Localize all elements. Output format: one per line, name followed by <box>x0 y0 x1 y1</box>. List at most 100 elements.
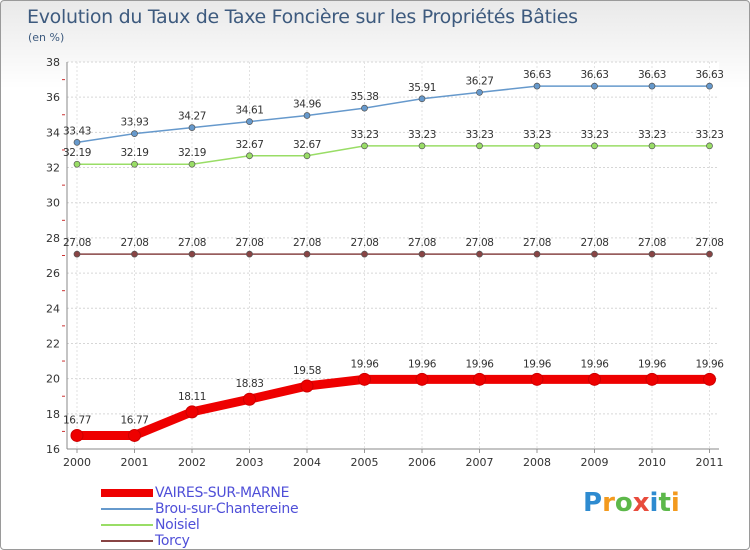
data-point-vaires-sur-marne <box>70 428 84 442</box>
data-point-noisiel <box>73 160 81 168</box>
x-tick-label: 2009 <box>581 456 609 469</box>
data-point-brou-sur-chantereine <box>188 124 196 131</box>
y-tick-label: 30 <box>46 197 60 210</box>
data-point-noisiel <box>648 142 656 150</box>
chart-title: Evolution du Taux de Taxe Foncière sur l… <box>27 6 578 28</box>
data-point-brou-sur-chantereine <box>131 130 138 137</box>
legend-item-vaires-sur-marne: VAIRES-SUR-MARNE <box>101 485 381 501</box>
series-line-noisiel <box>76 145 711 165</box>
data-label-brou-sur-chantereine: 34.27 <box>178 111 206 123</box>
data-label-noisiel: 33.23 <box>695 129 723 141</box>
legend-item-noisiel: Noisiel <box>101 517 381 533</box>
data-point-brou-sur-chantereine <box>533 82 541 90</box>
data-label-brou-sur-chantereine: 34.96 <box>293 98 322 110</box>
logo-letter: r <box>602 488 615 518</box>
data-point-torcy <box>303 250 311 258</box>
data-point-vaires-sur-marne <box>358 372 371 386</box>
data-label-vaires-sur-marne: 19.96 <box>638 358 667 370</box>
data-label-vaires-sur-marne: 19.96 <box>465 358 494 370</box>
legend-item-brou-sur-chantereine: Brou-sur-Chantereine <box>101 501 381 517</box>
data-point-torcy <box>73 250 81 258</box>
data-point-vaires-sur-marne <box>300 379 314 393</box>
data-point-torcy <box>131 250 138 258</box>
x-tick-label: 2007 <box>466 456 494 469</box>
proxiti-logo: Proxiti <box>583 488 680 518</box>
x-tick-label: 2011 <box>696 456 724 469</box>
x-tick-label: 2008 <box>523 456 551 469</box>
data-label-brou-sur-chantereine: 35.91 <box>408 82 436 94</box>
data-label-noisiel: 32.67 <box>293 139 321 151</box>
data-point-brou-sur-chantereine <box>591 82 598 90</box>
x-tick-label: 2006 <box>408 456 436 469</box>
data-point-brou-sur-chantereine <box>73 139 81 146</box>
data-label-noisiel: 33.23 <box>465 129 493 141</box>
data-label-vaires-sur-marne: 19.96 <box>695 358 724 370</box>
logo-letter: x <box>632 488 650 518</box>
data-label-vaires-sur-marne: 19.96 <box>580 358 609 370</box>
data-point-vaires-sur-marne <box>645 372 659 386</box>
data-label-noisiel: 32.19 <box>63 147 91 159</box>
logo-letter: i <box>670 488 680 518</box>
y-tick-label: 28 <box>46 232 60 245</box>
data-label-torcy: 27.08 <box>235 237 263 249</box>
data-label-vaires-sur-marne: 19.58 <box>293 365 321 377</box>
data-label-noisiel: 33.23 <box>523 129 551 141</box>
data-point-noisiel <box>706 142 713 150</box>
data-point-torcy <box>533 250 541 258</box>
plot-background <box>67 62 719 449</box>
data-label-torcy: 27.08 <box>523 237 551 249</box>
data-label-brou-sur-chantereine: 36.63 <box>695 69 723 81</box>
logo-letter: i <box>649 488 659 518</box>
data-point-brou-sur-chantereine <box>706 82 713 90</box>
y-tick-label: 24 <box>46 302 60 315</box>
x-tick-label: 2001 <box>121 456 149 469</box>
x-tick-label: 2000 <box>63 456 91 469</box>
data-point-torcy <box>246 250 253 258</box>
y-tick-label: 20 <box>46 373 60 386</box>
data-point-vaires-sur-marne <box>530 372 544 386</box>
data-label-torcy: 27.08 <box>63 237 91 249</box>
legend-swatch-vaires-sur-marne <box>101 489 153 497</box>
data-point-vaires-sur-marne <box>128 428 141 442</box>
data-label-torcy: 27.08 <box>465 237 493 249</box>
data-point-noisiel <box>533 142 541 150</box>
y-tick-label: 36 <box>46 91 60 104</box>
data-point-noisiel <box>303 152 311 160</box>
data-label-noisiel: 33.23 <box>350 129 378 141</box>
data-label-noisiel: 33.23 <box>408 129 436 141</box>
data-point-vaires-sur-marne <box>185 405 199 419</box>
y-tick-label: 18 <box>46 408 60 421</box>
data-label-vaires-sur-marne: 16.77 <box>63 414 91 426</box>
x-tick-label: 2003 <box>236 456 264 469</box>
data-label-noisiel: 33.23 <box>580 129 608 141</box>
legend-swatch-brou-sur-chantereine <box>101 508 153 510</box>
data-label-vaires-sur-marne: 19.96 <box>408 358 437 370</box>
data-label-brou-sur-chantereine: 36.63 <box>638 69 666 81</box>
data-point-brou-sur-chantereine <box>648 82 656 90</box>
data-label-brou-sur-chantereine: 33.43 <box>63 125 91 137</box>
data-point-noisiel <box>188 160 196 168</box>
legend-swatch-torcy <box>101 540 153 542</box>
data-point-vaires-sur-marne <box>243 392 256 406</box>
data-label-torcy: 27.08 <box>293 237 321 249</box>
data-point-torcy <box>476 250 483 258</box>
y-tick-label: 32 <box>46 162 60 175</box>
data-label-brou-sur-chantereine: 36.63 <box>523 69 551 81</box>
data-point-vaires-sur-marne <box>588 372 601 386</box>
data-point-noisiel <box>361 142 368 150</box>
legend: VAIRES-SUR-MARNE Brou-sur-Chantereine Nois… <box>101 485 381 549</box>
data-point-brou-sur-chantereine <box>361 104 368 112</box>
data-label-vaires-sur-marne: 19.96 <box>350 358 379 370</box>
logo-letter: P <box>583 488 603 518</box>
y-tick-label: 22 <box>46 337 60 350</box>
data-point-torcy <box>418 250 426 258</box>
legend-swatch-noisiel <box>101 524 153 526</box>
series-line-brou-sur-chantereine <box>76 85 711 144</box>
data-label-brou-sur-chantereine: 34.61 <box>235 105 263 117</box>
data-point-torcy <box>591 250 598 258</box>
series-line-vaires-sur-marne <box>72 374 714 440</box>
data-label-vaires-sur-marne: 18.11 <box>178 391 206 403</box>
data-point-vaires-sur-marne <box>473 372 486 386</box>
